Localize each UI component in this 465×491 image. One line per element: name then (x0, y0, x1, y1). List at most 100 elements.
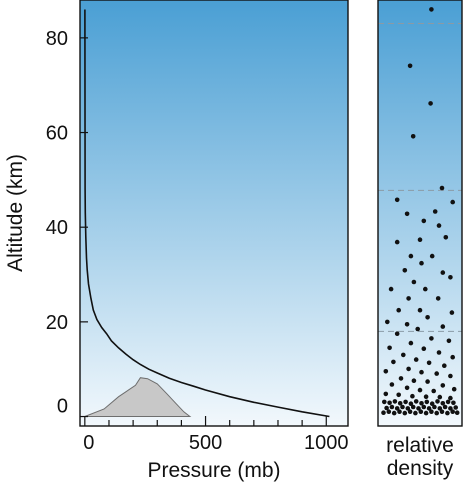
density-dot (394, 331, 400, 337)
density-column-frame (377, 0, 463, 427)
density-dot (392, 399, 398, 404)
density-dot (431, 388, 437, 394)
density-dot (391, 410, 397, 416)
density-dot (425, 315, 430, 320)
x-tick-label: 1000 (304, 432, 349, 454)
density-dot (453, 405, 459, 410)
density-dot (407, 63, 413, 69)
density-dot (419, 401, 424, 406)
density-dot (450, 354, 456, 360)
y-tick-label: 20 (46, 312, 68, 334)
density-dot (394, 239, 400, 245)
density-column-background (378, 0, 462, 426)
density-dot (402, 410, 408, 416)
density-dot (445, 399, 451, 405)
density-dot (403, 399, 408, 405)
density-dot (382, 399, 387, 405)
density-dot (408, 401, 414, 407)
density-dot (401, 352, 406, 358)
density-dot (439, 185, 445, 191)
density-dot (448, 395, 453, 401)
density-dot (417, 237, 423, 242)
density-dot (410, 404, 416, 410)
y-axis-title: Altitude (km) (4, 154, 27, 272)
density-dot (445, 410, 450, 416)
density-dot (391, 359, 396, 365)
density-dot (435, 296, 441, 301)
altitude-y-ticks: 0 20 40 60 80 (46, 28, 88, 418)
density-dot (429, 7, 434, 12)
density-dot (448, 275, 453, 280)
density-dot (384, 405, 389, 411)
density-dot (425, 379, 430, 384)
density-dot (405, 406, 411, 411)
density-dot (435, 399, 440, 404)
density-dot (426, 360, 432, 366)
density-dot (448, 373, 453, 379)
density-dot (385, 319, 390, 325)
density-dot (421, 346, 427, 352)
density-dot (451, 400, 456, 406)
density-dot (426, 406, 432, 411)
density-dot (389, 404, 395, 410)
density-dot (437, 406, 443, 411)
density-dot (396, 307, 402, 313)
density-dot (398, 376, 404, 381)
density-dot (436, 350, 442, 355)
density-dot (442, 363, 447, 369)
density-dot (394, 406, 400, 411)
density-dot (434, 371, 440, 376)
density-dot (446, 338, 452, 344)
density-dot (429, 253, 435, 259)
density-dot (450, 199, 456, 205)
mountain-silhouette (84, 377, 192, 417)
density-dot (410, 393, 415, 399)
density-dot (413, 399, 419, 404)
pressure-x-ticks: 0 500 1000 (83, 416, 349, 454)
density-dot (387, 400, 392, 406)
density-dot (428, 101, 433, 106)
x-tick-label: 500 (189, 432, 222, 454)
density-dot (448, 406, 453, 411)
density-dot (413, 357, 419, 362)
density-dashed-levels (378, 23, 462, 332)
x-tick-label: 0 (83, 432, 94, 454)
density-dot (418, 409, 424, 415)
density-dot (434, 410, 440, 416)
density-dot (439, 409, 445, 415)
density-dot (411, 279, 417, 285)
density-dot (442, 404, 448, 410)
density-dot (421, 218, 427, 224)
density-dot (454, 410, 460, 416)
density-dot (417, 307, 423, 313)
density-dot (424, 399, 430, 405)
density-dot (451, 386, 457, 392)
density-dot (429, 401, 435, 407)
density-dot (411, 378, 417, 384)
density-dot (388, 286, 394, 292)
density-dot (416, 406, 421, 411)
density-dot (423, 286, 428, 292)
density-dot (429, 336, 434, 341)
density-dot (394, 197, 400, 203)
density-dot (415, 326, 421, 332)
density-dot (413, 410, 418, 416)
density-dot (423, 410, 429, 416)
density-dot (407, 409, 413, 415)
density-dot (397, 409, 402, 415)
density-dot (396, 392, 402, 398)
y-tick-label: 60 (46, 123, 68, 145)
density-dot (381, 410, 386, 416)
relative-density-column: relative density (377, 0, 463, 480)
density-dot (406, 296, 411, 301)
pressure-curve-line (84, 9, 330, 418)
density-dot (449, 310, 455, 315)
density-dot (443, 235, 449, 240)
density-dot (432, 404, 437, 410)
density-dot (440, 324, 446, 329)
density-dot (386, 409, 392, 415)
density-dot (397, 401, 403, 406)
density-dots (381, 7, 460, 416)
density-dot (423, 394, 429, 400)
